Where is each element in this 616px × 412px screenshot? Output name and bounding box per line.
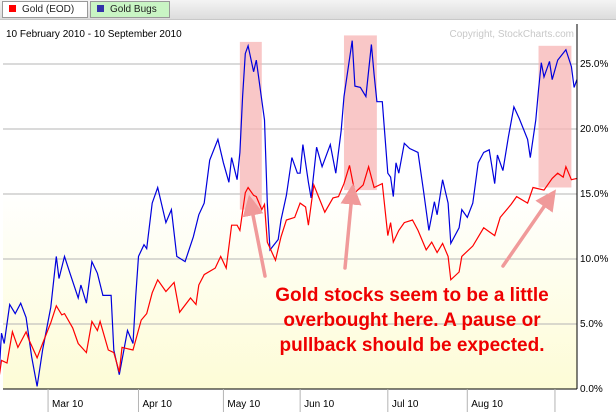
copyright-text: Copyright, StockCharts.com [450, 29, 575, 40]
y-tick-label: 5.0% [580, 319, 603, 330]
x-tick-label: Jul 10 [392, 399, 419, 410]
chart-title: 10 February 2010 - 10 September 2010 [6, 29, 182, 40]
tab-label: Gold (EOD) [22, 4, 75, 15]
y-tick-label: 15.0% [580, 189, 608, 200]
blue-swatch-icon [97, 5, 104, 12]
x-tick-label: Aug 10 [471, 399, 503, 410]
annotation-line: overbought here. A pause or [283, 310, 541, 331]
y-tick-label: 10.0% [580, 254, 608, 265]
tab-gold-bugs[interactable]: Gold Bugs [90, 1, 170, 18]
series-line-gold-bugs [0, 40, 578, 387]
annotation-arrows [242, 183, 556, 278]
legend-tabbar: Gold (EOD) Gold Bugs [0, 0, 616, 20]
x-tick-label: Mar 10 [52, 399, 84, 410]
series-line-gold-eod [0, 164, 578, 376]
arrow-icon [340, 183, 362, 270]
tab-label: Gold Bugs [110, 4, 157, 15]
annotation-text: Gold stocks seem to be a little overboug… [275, 285, 548, 356]
annotation-line: Gold stocks seem to be a little [275, 285, 548, 306]
x-tick-label: Jun 10 [304, 399, 334, 410]
highlight-box [538, 45, 572, 188]
y-tick-label: 25.0% [580, 59, 608, 70]
arrow-icon [242, 194, 267, 278]
tab-gold-eod[interactable]: Gold (EOD) [2, 1, 88, 18]
highlight-box [239, 41, 262, 210]
x-tick-label: May 10 [227, 399, 260, 410]
arrow-icon [501, 189, 556, 268]
x-tick-label: Apr 10 [142, 399, 172, 410]
annotation-line: pullback should be expected. [279, 335, 544, 356]
plot-background [3, 28, 577, 389]
y-tick-label: 20.0% [580, 124, 608, 135]
red-swatch-icon [9, 5, 16, 12]
y-tick-label: 0.0% [580, 384, 603, 395]
